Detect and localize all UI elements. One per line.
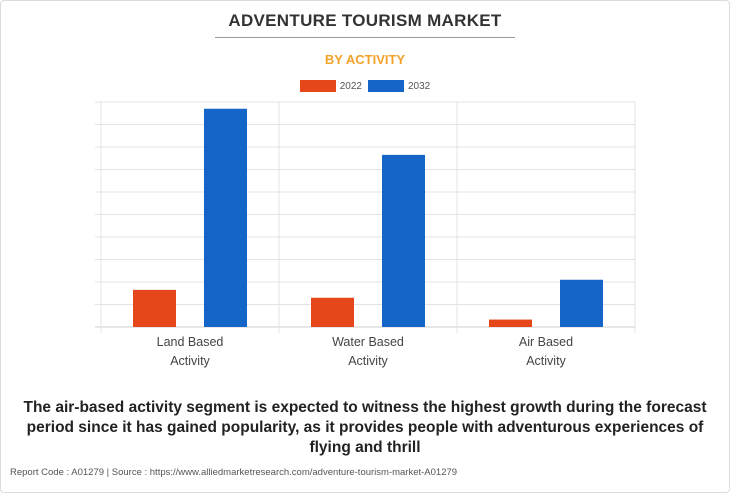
title-divider xyxy=(215,37,515,38)
report-footer: Report Code : A01279 | Source : https://… xyxy=(10,467,458,478)
bar-2032 xyxy=(204,108,247,327)
bar-2022 xyxy=(311,297,354,327)
bar-2032 xyxy=(382,154,425,327)
legend-swatch-2032 xyxy=(368,80,404,92)
x-tick-label: Activity xyxy=(526,354,566,368)
chart-title: ADVENTURE TOURISM MARKET xyxy=(228,11,502,30)
x-tick-label: Air Based xyxy=(519,335,573,349)
bar-2032 xyxy=(560,279,603,327)
x-tick-label: Activity xyxy=(170,354,210,368)
legend-label-2022: 2022 xyxy=(339,80,362,92)
legend-label-2032: 2032 xyxy=(408,80,431,92)
x-tick-label: Water Based xyxy=(332,335,404,349)
chart-subtitle: BY ACTIVITY xyxy=(324,52,406,67)
legend-item-2022: 2022 xyxy=(299,80,362,92)
legend-item-2032: 2032 xyxy=(368,80,430,92)
chart-caption: The air-based activity segment is expect… xyxy=(23,399,707,456)
x-tick-label: Activity xyxy=(348,354,388,368)
bar-2022 xyxy=(489,319,532,327)
chart-legend: 2022 2032 xyxy=(0,80,730,92)
bar-chart: Land Based Activity Water Based Activity Air… xyxy=(95,101,636,368)
x-tick-label: Land Based xyxy=(157,335,224,349)
bar-2022 xyxy=(133,289,176,327)
legend-swatch-2022 xyxy=(299,80,336,92)
